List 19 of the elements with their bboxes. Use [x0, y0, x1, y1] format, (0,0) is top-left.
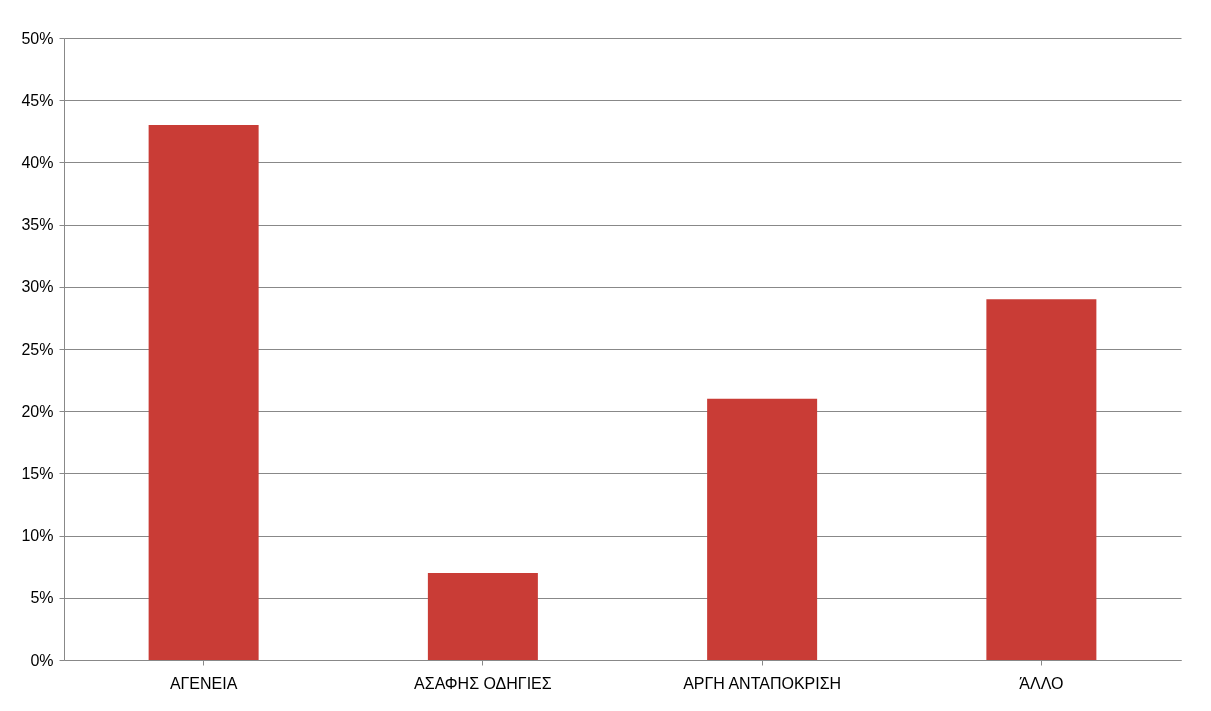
y-tick-label: 20% — [21, 402, 54, 420]
bar — [427, 572, 538, 660]
y-tick-label: 15% — [21, 464, 54, 482]
bar — [986, 299, 1097, 660]
y-tick-label: 25% — [21, 340, 54, 358]
y-tick-label: 10% — [21, 527, 54, 545]
y-tick-label: 40% — [21, 153, 54, 171]
y-tick-label: 45% — [21, 91, 54, 109]
x-tick-label: ΑΓΕΝΕΙΑ — [169, 674, 238, 692]
x-tick-label: ΑΡΓΗ ΑΝΤΑΠΟΚΡΙΣΗ — [683, 674, 842, 692]
bar — [707, 398, 818, 660]
y-tick-label: 30% — [21, 278, 54, 296]
y-tick-label: 0% — [30, 651, 54, 669]
x-tick-label: ΑΣΑΦΗΣ ΟΔΗΓΙΕΣ — [414, 674, 552, 692]
y-tick-label: 5% — [30, 589, 54, 607]
y-tick-label: 35% — [21, 216, 54, 234]
x-tick-label: ΆΛΛΟ — [1019, 674, 1064, 692]
bar — [148, 125, 259, 660]
y-tick-label: 50% — [21, 29, 54, 47]
